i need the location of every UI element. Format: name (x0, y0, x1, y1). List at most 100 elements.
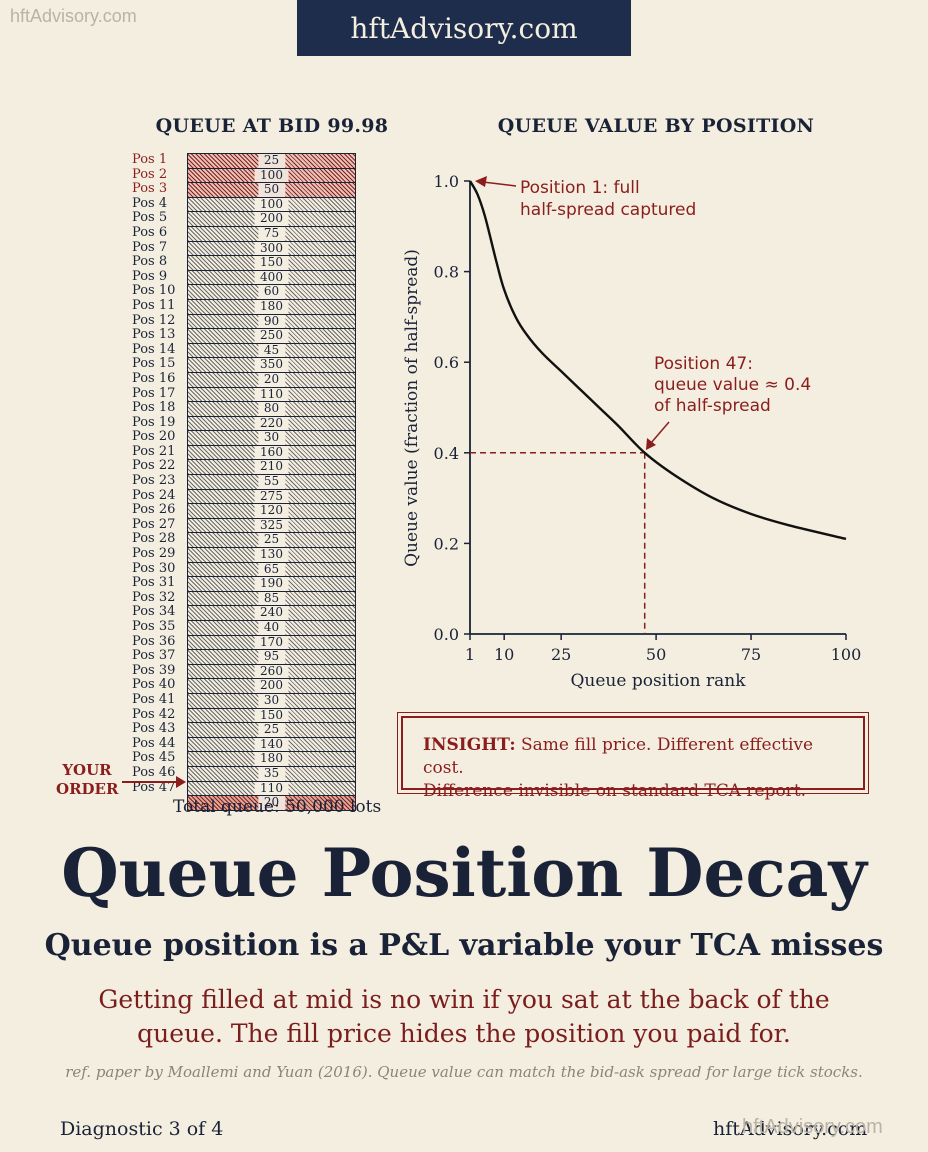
x-tick-label: 1 (465, 645, 475, 664)
queue-position-label: Pos 5 (132, 210, 168, 226)
footer-site-link[interactable]: hftAdvisory.com (713, 1118, 868, 1140)
queue-value-line (468, 180, 847, 541)
queue-cell-lots: 240 (254, 606, 289, 620)
queue-cell: 100 (188, 168, 355, 184)
queue-position-label: Pos 10 (132, 283, 176, 299)
insight-box: INSIGHT: Same fill price. Different effe… (397, 712, 869, 801)
annotation-47-arrowhead (646, 438, 656, 450)
queue-position-label: Pos 43 (132, 721, 176, 737)
x-tick-label: 75 (741, 645, 761, 664)
annotation-position-47: Position 47: queue value ≈ 0.4 of half-s… (646, 354, 811, 450)
queue-cell: 40 (188, 620, 355, 636)
queue-cell: 25 (188, 723, 355, 738)
queue-cell-lots: 275 (254, 489, 289, 504)
queue-cell: 180 (188, 752, 355, 767)
insight-line2: Difference invisible on standard TCA rep… (423, 781, 807, 801)
queue-cell: 90 (188, 314, 355, 330)
chart-title: QUEUE VALUE BY POSITION (497, 115, 815, 137)
watermark-bottom: hftAdvisory.com (742, 1116, 883, 1138)
queue-cell-lots: 160 (254, 445, 289, 460)
queue-cell: 200 (188, 679, 355, 694)
queue-cell: 35 (188, 766, 355, 782)
queue-cell: 240 (188, 606, 355, 621)
queue-cell-lots: 110 (254, 781, 289, 796)
queue-cell: 50 (188, 183, 355, 198)
queue-cell-lots: 325 (254, 518, 289, 533)
queue-position-label: Pos 28 (132, 531, 176, 547)
x-tick-label: 10 (494, 645, 514, 664)
queue-cell-lots: 65 (257, 562, 286, 577)
queue-position-label: Pos 3 (132, 181, 168, 197)
queue-cell-lots: 150 (254, 708, 289, 723)
annotation-guides (470, 452, 646, 634)
queue-cell: 150 (188, 256, 355, 271)
headline: Queue Position Decay (61, 834, 867, 912)
queue-cell: 80 (188, 401, 355, 417)
queue-cell: 200 (188, 212, 355, 227)
annotation-1-line1: Position 1: full (520, 178, 640, 198)
site-banner[interactable]: hftAdvisory.com (297, 0, 631, 56)
queue-position-label: Pos 46 (132, 764, 176, 780)
queue-position-label: Pos 39 (132, 662, 176, 678)
annotation-1-arrow-line (482, 181, 517, 187)
queue-cell-lots: 75 (257, 226, 286, 241)
your-order-label: YOUR ORDER (56, 761, 118, 799)
y-tick-label: 0.4 (434, 444, 459, 463)
queue-cell: 190 (188, 577, 355, 592)
queue-cell: 85 (188, 591, 355, 607)
x-tick-label: 100 (831, 645, 862, 664)
annotation-1-line2: half-spread captured (520, 200, 696, 220)
queue-cell: 75 (188, 226, 355, 242)
queue-position-label: Pos 34 (132, 604, 176, 620)
queue-cell-lots: 140 (254, 737, 289, 752)
queue-position-label: Pos 2 (132, 166, 168, 182)
insight-line1: INSIGHT: Same fill price. Different effe… (423, 734, 845, 780)
queue-cell-lots: 90 (257, 314, 286, 329)
queue-position-labels: Pos 1 Pos 2 Pos 3 Pos 4 Pos 5 Pos 6 Pos 7 Pos 8… (132, 152, 188, 795)
queue-position-label: Pos 44 (132, 735, 176, 751)
queue-cell: 260 (188, 664, 355, 680)
queue-cell: 30 (188, 431, 355, 446)
queue-position-label: Pos 27 (132, 516, 176, 532)
queue-cell: 55 (188, 474, 355, 490)
queue-cell: 250 (188, 329, 355, 344)
queue-cell-lots: 60 (257, 285, 286, 299)
queue-cell: 180 (188, 299, 355, 315)
annotation-47-arrow-line (650, 421, 670, 444)
queue-cell: 350 (188, 358, 355, 373)
queue-cell-lots: 100 (254, 168, 289, 183)
annotation-47-line2: queue value ≈ 0.4 (654, 375, 811, 395)
subheadline: Queue position is a P&L variable your TC… (44, 928, 884, 963)
queue-position-label: Pos 11 (132, 297, 176, 313)
queue-cell: 30 (188, 693, 355, 709)
queue-cell-lots: 250 (254, 329, 289, 343)
queue-cell: 400 (188, 270, 355, 286)
your-order-arrowhead (176, 776, 186, 788)
queue-cell: 25 (188, 153, 355, 169)
y-tick-label: 1.0 (434, 172, 459, 191)
queue-cell-lots: 25 (257, 723, 286, 737)
y-tick-label: 0.0 (434, 625, 459, 644)
your-order-arrow (122, 781, 182, 783)
insight-label: INSIGHT: (423, 735, 516, 755)
queue-cell: 210 (188, 460, 355, 476)
x-ticks: 1 10 25 50 75 100 (465, 634, 861, 664)
queue-cell-lots: 50 (257, 183, 286, 197)
queue-position-label: Pos 13 (132, 327, 176, 343)
queue-title: QUEUE AT BID 99.98 (155, 115, 389, 137)
queue-position-label: Pos 30 (132, 560, 176, 576)
queue-cell-lots: 45 (257, 343, 286, 358)
queue-position-label: Pos 23 (132, 473, 176, 489)
queue-position-label: Pos 7 (132, 239, 168, 255)
queue-cell-lots: 35 (257, 766, 286, 781)
watermark-top: hftAdvisory.com (10, 6, 137, 26)
queue-cell-lots: 110 (254, 387, 289, 402)
queue-position-label: Pos 1 (132, 152, 168, 167)
queue-cell-lots: 260 (254, 664, 289, 679)
annotation-47-line3: of half-spread (654, 396, 771, 416)
queue-position-label: Pos 8 (132, 254, 168, 270)
queue-position-label: Pos 19 (132, 414, 176, 430)
queue-cell-lots: 400 (254, 270, 289, 285)
queue-cell-lots: 200 (254, 679, 289, 693)
total-queue: Total queue: 50,000 lots (173, 797, 382, 817)
